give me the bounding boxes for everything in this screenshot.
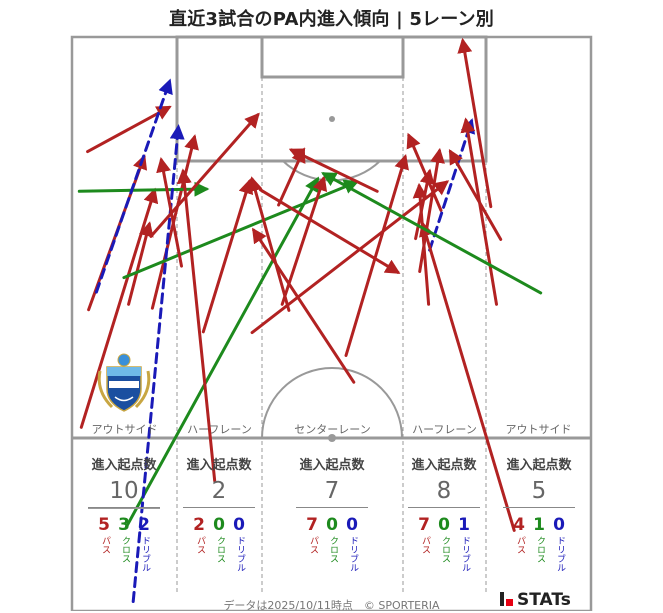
penalty-area <box>175 35 488 163</box>
pass-arrow <box>418 147 445 273</box>
pass-arrow <box>252 227 356 384</box>
club-emblem <box>97 353 151 412</box>
cross-count: 3 <box>118 515 130 535</box>
pass-count: 5 <box>98 515 110 535</box>
penalty-spot <box>329 116 335 122</box>
pass-count: 4 <box>513 515 525 535</box>
pass-count: 2 <box>193 515 205 535</box>
stat-heading: 進入起点数 <box>91 458 157 473</box>
cross-arrow <box>77 181 210 197</box>
dribble-arrow <box>428 118 476 252</box>
stat-heading: 進入起点数 <box>186 458 252 473</box>
pass-arrow <box>457 37 493 209</box>
pass-arrow <box>156 157 183 268</box>
pass-arrow <box>288 148 379 193</box>
dribble-label: ドリブル <box>235 536 245 572</box>
cross-label: クロス <box>328 536 338 563</box>
logo-bar-icon <box>500 592 504 606</box>
arrows-layer <box>77 37 543 603</box>
dribble-label: ドリブル <box>460 536 470 572</box>
pass-arrow <box>149 112 260 238</box>
stats-logo: STATs <box>500 590 571 610</box>
footer-note: データは2025/10/11時点 © SPORTERIA <box>223 599 440 612</box>
cross-count: 0 <box>213 515 225 535</box>
cross-label: クロス <box>535 536 545 563</box>
stat-total: 2 <box>211 478 227 504</box>
pass-count: 7 <box>418 515 430 535</box>
pass-arrow <box>250 180 450 335</box>
pass-label: パス <box>308 536 318 554</box>
pass-arrow <box>248 176 291 312</box>
cross-arrow <box>125 176 319 529</box>
stat-total: 5 <box>531 478 547 504</box>
logo-text: STATs <box>517 590 571 610</box>
logo-square-icon <box>506 599 513 606</box>
stat-divider <box>88 507 160 508</box>
stat-divider <box>183 507 255 508</box>
dribble-count: 0 <box>233 515 245 535</box>
goal-area <box>260 35 405 79</box>
lane-label-outside-right: アウトサイド <box>505 423 572 436</box>
dribble-count: 2 <box>138 515 150 535</box>
dribble-count: 0 <box>553 515 565 535</box>
pass-arrow <box>414 168 435 241</box>
cross-arrow <box>321 172 543 295</box>
lane-label-outside-left: アウトサイド <box>91 423 158 436</box>
pass-arrow <box>448 148 503 241</box>
pass-label: パス <box>515 536 525 554</box>
lane-label-halflane-right: ハーフレーン <box>412 423 477 436</box>
cross-label: クロス <box>440 536 450 563</box>
pass-arrow <box>201 178 254 334</box>
cross-count: 0 <box>438 515 450 535</box>
cross-count: 1 <box>533 515 545 535</box>
stat-divider <box>408 507 480 508</box>
lane-label-center: センターレーン <box>294 423 371 436</box>
pass-label: パス <box>195 536 205 554</box>
cross-count: 0 <box>326 515 338 535</box>
stat-divider <box>503 507 575 508</box>
stat-heading: 進入起点数 <box>411 458 477 473</box>
lane-label-halflane-left: ハーフレーン <box>187 423 252 436</box>
cross-arrow <box>122 179 360 280</box>
dribble-label: ドリブル <box>555 536 565 572</box>
center-circle <box>261 367 403 439</box>
pass-arrow <box>460 117 498 306</box>
pass-count: 7 <box>306 515 318 535</box>
pass-label: パス <box>420 536 430 554</box>
pass-label: パス <box>100 536 110 554</box>
pass-arrow <box>127 221 154 306</box>
pass-arrow <box>277 147 306 207</box>
stat-heading: 進入起点数 <box>299 458 365 473</box>
stat-total: 7 <box>324 478 340 504</box>
chart-title: 直近3試合のPA内進入傾向 | 5レーン別 <box>169 9 494 30</box>
dribble-label: ドリブル <box>140 536 150 572</box>
pass-arrow <box>176 168 217 483</box>
stat-heading: 進入起点数 <box>506 458 572 473</box>
center-spot <box>328 434 336 442</box>
dribble-count: 0 <box>346 515 358 535</box>
stat-divider <box>296 507 368 508</box>
pass-arrow <box>419 221 516 532</box>
pass-arrow <box>344 154 409 357</box>
cross-label: クロス <box>215 536 225 563</box>
dribble-label: ドリブル <box>348 536 358 572</box>
dribble-arrow <box>94 78 173 294</box>
stat-total: 8 <box>436 478 452 504</box>
pass-arrow <box>86 105 172 154</box>
cross-label: クロス <box>120 536 130 563</box>
stat-total: 10 <box>109 478 139 504</box>
dribble-count: 1 <box>458 515 470 535</box>
